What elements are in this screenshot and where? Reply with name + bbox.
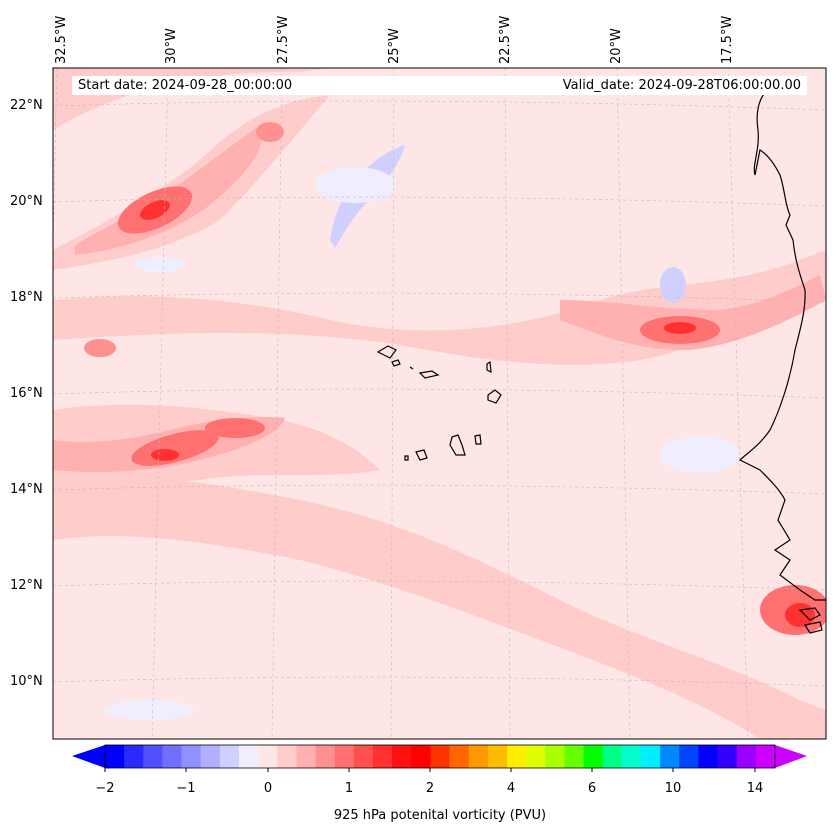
pv-patch-north [256,122,284,142]
lat-label-14n: 14°N [10,482,43,497]
colorbar-swatch [124,745,144,768]
pv-core-sw-inner [151,449,179,461]
colorbar-ticks [104,768,756,772]
colorbar-min-extend [72,745,105,768]
lon-label-30w: 30°W [164,28,179,64]
pv-weak-negative-3 [105,700,195,720]
gridlines [53,68,826,739]
pv-weak-negative-2 [660,437,740,473]
colorbar-tick-label: 10 [664,781,682,796]
colorbar-swatch [449,745,470,768]
colorbar-swatch [545,745,565,768]
colorbar-tick-label: 14 [746,781,764,796]
africa-coastline [738,87,826,601]
colorbar-swatch [583,745,604,768]
colorbar-swatch [353,745,374,768]
colorbar-swatch [105,745,125,768]
colorbar-swatch [296,745,317,768]
lat-label-12n: 12°N [10,578,43,593]
pv-core-east-inner [664,322,696,334]
pv-negative-east [660,267,686,303]
lat-label-22n: 22°N [10,98,43,113]
colorbar-title: 925 hPa potenital vorticity (PVU) [333,808,547,823]
colorbar-swatch [564,745,585,768]
colorbar-swatch [641,745,661,768]
cape-verde-islands [376,345,823,634]
colorbar-max-extend [775,745,807,768]
colorbar-swatch [660,745,680,768]
pv-weak-negative-4 [135,257,185,273]
colorbar-swatch [430,745,451,768]
pv-core-sw2 [205,418,265,438]
colorbar-tick-label: 1 [344,781,354,796]
lat-label-16n: 16°N [10,386,43,401]
colorbar-tick-label: 2 [425,781,435,796]
colorbar-tick-label: −1 [176,781,196,796]
lon-label-20w: 20°W [609,28,624,64]
lat-label-10n: 10°N [10,674,43,689]
colorbar-tick-label: 0 [263,781,273,796]
pv-streak-east [560,275,826,351]
colorbar-swatch [334,745,355,768]
colorbar-tick-label: 4 [506,781,516,796]
colorbar-swatch [200,745,221,768]
colorbar-swatch [143,745,163,768]
map-frame [52,67,827,740]
colorbar-swatch [239,745,259,768]
lon-label-25w: 25°W [387,28,402,64]
colorbar-swatch [621,745,642,768]
colorbar-swatch [526,745,546,768]
lat-label-20n: 20°N [10,194,43,209]
colorbar-swatch [679,745,699,768]
lon-label-17-5w: 17.5°W [720,15,735,64]
colorbar [72,745,807,768]
colorbar-swatch [698,745,719,768]
colorbar-swatch [411,745,431,768]
pv-patch-west [84,339,116,357]
pv-weak-negative-1 [315,167,395,203]
colorbar-tick-label: −2 [95,781,115,796]
colorbar-swatch [487,745,508,768]
colorbar-swatch [392,745,412,768]
lat-label-18n: 18°N [10,290,43,305]
valid-date-label: Valid_date: 2024-09-28T06:00:00.00 [562,78,801,93]
colorbar-swatch [162,745,183,768]
colorbar-swatch [373,745,393,768]
colorbar-swatch [602,745,623,768]
lon-label-32-5w: 32.5°W [54,15,69,64]
colorbar-swatch [736,745,757,768]
lon-label-22-5w: 22.5°W [498,15,513,64]
colorbar-swatch [315,745,336,768]
colorbar-swatch [219,745,240,768]
colorbar-swatch [717,745,738,768]
colorbar-swatch [258,745,278,768]
colorbar-swatch [181,745,202,768]
pv-core-nw-inner [140,200,170,220]
colorbar-swatch [507,745,527,768]
colorbar-swatch [755,745,776,768]
date-info-bar: Start date: 2024-09-28_00:00:00 Valid_da… [72,76,807,95]
colorbar-swatch [468,745,489,768]
lon-label-27-5w: 27.5°W [276,15,291,64]
pv-band-diagonal [53,476,826,739]
colorbar-frame [104,744,776,769]
start-date-label: Start date: 2024-09-28_00:00:00 [78,78,293,93]
pv-background-field [53,68,826,739]
colorbar-swatch [277,745,297,768]
colorbar-tick-label: 6 [587,781,597,796]
